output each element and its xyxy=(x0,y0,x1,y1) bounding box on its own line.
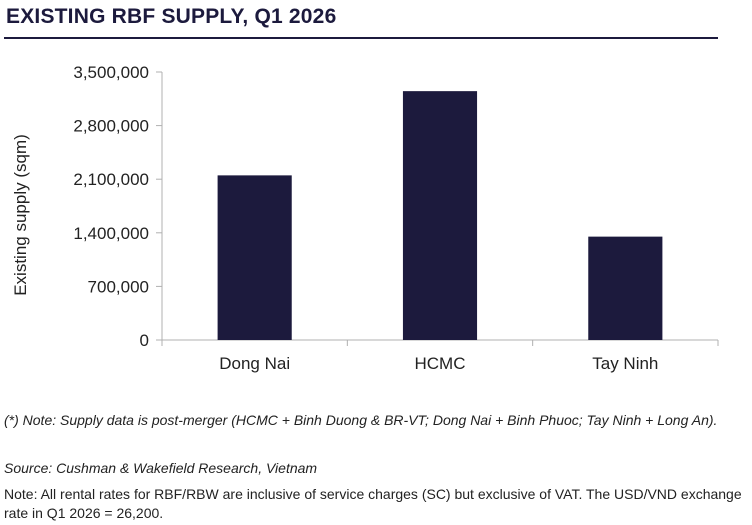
bar-dong-nai xyxy=(217,175,292,340)
bar-chart: 0 700,000 1,400,000 2,100,000 2,800,000 3,500… xyxy=(11,63,719,373)
y-axis: 0 700,000 1,400,000 2,100,000 2,800,000 3,500… xyxy=(73,63,163,350)
y-tick-label: 700,000 xyxy=(88,277,149,296)
x-axis: Dong Nai HCMC Tay Ninh xyxy=(161,339,719,373)
x-tick-label: HCMC xyxy=(415,354,466,373)
bars xyxy=(217,91,663,341)
source-note: Source: Cushman & Wakefield Research, Vi… xyxy=(4,460,318,476)
merger-note: (*) Note: Supply data is post-merger (HC… xyxy=(4,412,718,428)
bar-tay-ninh xyxy=(588,236,663,340)
y-tick-label: 2,800,000 xyxy=(73,117,149,136)
x-tick-label: Tay Ninh xyxy=(592,354,658,373)
rates-note: Note: All rental rates for RBF/RBW are i… xyxy=(4,486,742,521)
y-axis-title: Existing supply (sqm) xyxy=(11,134,30,296)
x-tick-label: Dong Nai xyxy=(219,354,290,373)
bar-hcmc xyxy=(402,91,478,341)
y-tick-label: 1,400,000 xyxy=(73,224,149,243)
y-tick-label: 0 xyxy=(140,331,149,350)
title-divider xyxy=(4,37,718,39)
chart-title: EXISTING RBF SUPPLY, Q1 2026 xyxy=(6,5,337,28)
y-tick-label: 3,500,000 xyxy=(73,63,149,82)
y-tick-label: 2,100,000 xyxy=(73,170,149,189)
